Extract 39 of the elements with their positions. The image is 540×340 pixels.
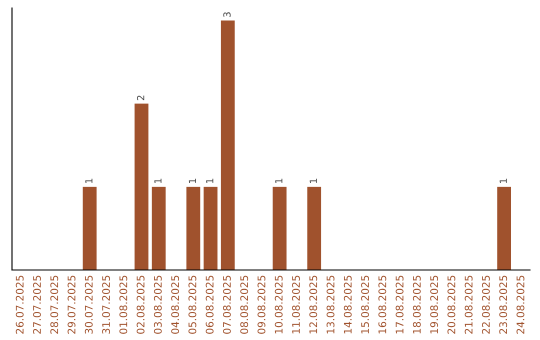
x-tick-label: 12.08.2025 [309,276,318,334]
x-tick-label: 17.08.2025 [396,276,404,334]
x-tick-label: 09.08.2025 [258,276,266,334]
x-tick-label: 19.08.2025 [430,276,438,334]
data-label: 2 [136,96,144,100]
x-tick-label: 31.07.2025 [102,276,110,334]
x-tick-label: 01.08.2025 [119,276,128,334]
x-tick-label: 02.08.2025 [136,276,145,334]
x-tick-label: 24.08.2025 [516,276,524,334]
x-tick-label: 05.08.2025 [188,276,196,334]
x-tick-label: 18.08.2025 [412,276,421,334]
data-label: 1 [188,178,196,183]
data-label: 3 [223,12,231,17]
x-tick-label: 16.08.2025 [378,276,386,334]
x-tick-label: 13.08.2025 [326,276,334,334]
x-tick-label: 21.08.2025 [464,276,473,334]
data-label: 1 [310,178,317,183]
x-tick-label: 14.08.2025 [344,276,352,334]
data-label: 1 [500,178,507,183]
x-tick-label: 10.08.2025 [274,276,283,334]
x-tick-label: 29.07.2025 [68,276,76,334]
x-tick-label: 27.07.2025 [33,276,41,334]
x-tick-label: 23.08.2025 [499,276,508,334]
x-tick-label: 28.07.2025 [50,276,58,334]
x-tick-label: 04.08.2025 [171,276,180,334]
data-label: 1 [275,178,282,183]
x-tick-label: 07.08.2025 [222,276,231,334]
x-tick-label: 15.08.2025 [361,276,369,334]
x-tick-label: 11.08.2025 [292,276,300,334]
x-tick-label: 08.08.2025 [240,276,248,334]
data-label: 1 [206,178,214,183]
x-tick-label: 26.07.2025 [16,276,24,334]
x-tick-label: 06.08.2025 [206,276,214,334]
x-tick-label: 03.08.2025 [154,276,162,334]
data-label: 1 [85,178,92,183]
x-tick-label: 20.08.2025 [447,276,456,334]
data-label: 1 [154,178,162,183]
x-tick-label: 30.07.2025 [84,276,93,334]
x-tick-label: 22.08.2025 [482,276,490,334]
